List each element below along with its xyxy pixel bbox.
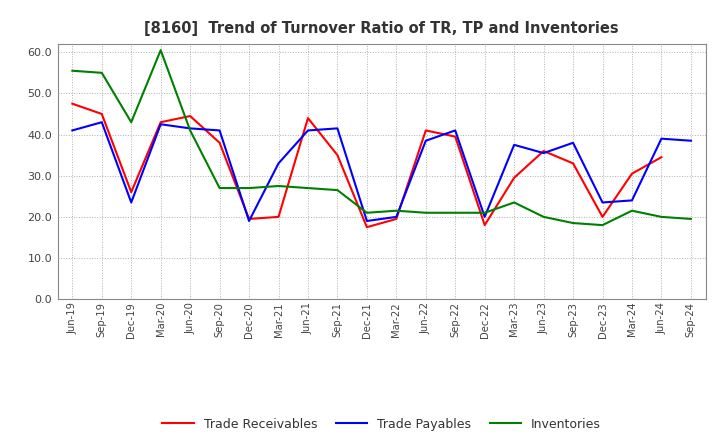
Trade Payables (510, 142, 518, 147)
Trade Receivables (363, 224, 372, 230)
Inventories (687, 216, 696, 222)
Trade Receivables (68, 101, 76, 106)
Trade Receivables (333, 153, 342, 158)
Legend: Trade Receivables, Trade Payables, Inventories: Trade Receivables, Trade Payables, Inven… (157, 413, 606, 436)
Trade Receivables (215, 140, 224, 146)
Trade Receivables (421, 128, 430, 133)
Trade Payables (333, 126, 342, 131)
Trade Receivables (480, 223, 489, 228)
Inventories (421, 210, 430, 216)
Trade Payables (127, 200, 135, 205)
Inventories (480, 210, 489, 216)
Trade Receivables (657, 154, 666, 160)
Trade Payables (304, 128, 312, 133)
Line: Inventories: Inventories (72, 50, 691, 225)
Inventories (304, 185, 312, 191)
Trade Receivables (510, 175, 518, 180)
Trade Receivables (628, 171, 636, 176)
Trade Payables (598, 200, 607, 205)
Trade Payables (156, 121, 165, 127)
Trade Payables (392, 214, 400, 220)
Inventories (333, 187, 342, 193)
Inventories (97, 70, 106, 75)
Trade Receivables (569, 161, 577, 166)
Trade Receivables (97, 111, 106, 117)
Inventories (127, 120, 135, 125)
Inventories (628, 208, 636, 213)
Inventories (392, 208, 400, 213)
Trade Payables (687, 138, 696, 143)
Inventories (215, 185, 224, 191)
Line: Trade Receivables: Trade Receivables (72, 104, 662, 227)
Trade Payables (421, 138, 430, 143)
Line: Trade Payables: Trade Payables (72, 122, 691, 221)
Trade Payables (97, 120, 106, 125)
Trade Payables (68, 128, 76, 133)
Trade Payables (451, 128, 459, 133)
Title: [8160]  Trend of Turnover Ratio of TR, TP and Inventories: [8160] Trend of Turnover Ratio of TR, TP… (144, 21, 619, 36)
Inventories (510, 200, 518, 205)
Inventories (598, 223, 607, 228)
Inventories (539, 214, 548, 220)
Trade Payables (480, 214, 489, 220)
Trade Payables (186, 126, 194, 131)
Trade Payables (539, 150, 548, 156)
Trade Payables (657, 136, 666, 141)
Trade Payables (215, 128, 224, 133)
Trade Receivables (186, 114, 194, 119)
Trade Payables (274, 161, 283, 166)
Trade Receivables (245, 216, 253, 222)
Trade Receivables (539, 148, 548, 154)
Inventories (569, 220, 577, 226)
Inventories (186, 128, 194, 133)
Inventories (156, 48, 165, 53)
Trade Payables (245, 218, 253, 224)
Trade Payables (363, 218, 372, 224)
Trade Receivables (274, 214, 283, 220)
Inventories (363, 210, 372, 216)
Trade Payables (628, 198, 636, 203)
Trade Receivables (392, 216, 400, 222)
Trade Receivables (304, 115, 312, 121)
Trade Receivables (598, 214, 607, 220)
Inventories (274, 183, 283, 189)
Trade Receivables (451, 134, 459, 139)
Inventories (657, 214, 666, 220)
Inventories (451, 210, 459, 216)
Trade Payables (569, 140, 577, 146)
Trade Receivables (127, 190, 135, 195)
Inventories (68, 68, 76, 73)
Trade Receivables (156, 120, 165, 125)
Inventories (245, 185, 253, 191)
